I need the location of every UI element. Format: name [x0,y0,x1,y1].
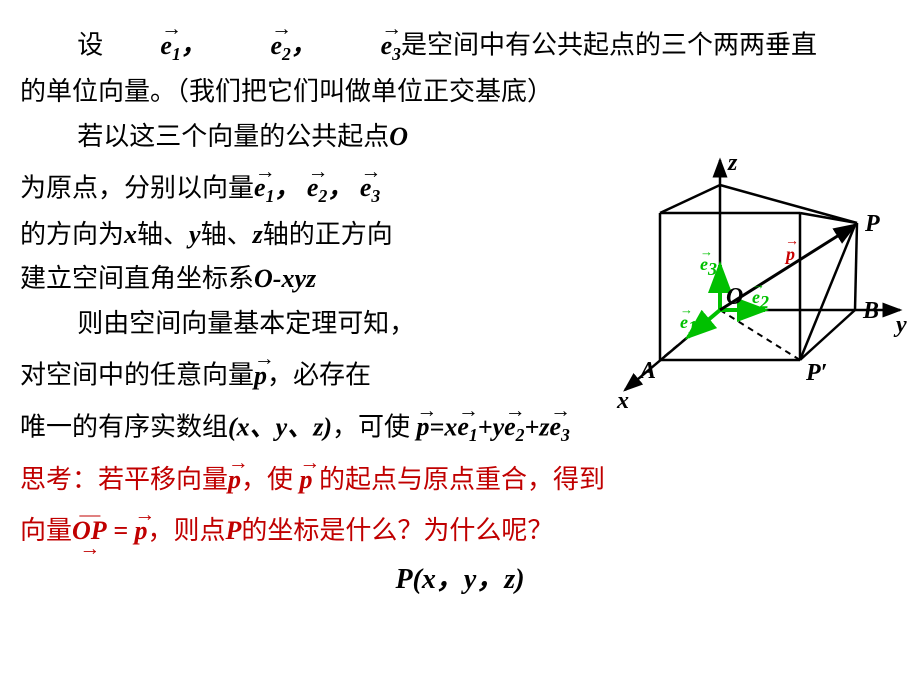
eq-e2: →e2 [504,400,524,451]
eq-p: →p [417,400,430,449]
vec-e3: →e3 [323,18,401,69]
svg-text:1: 1 [688,317,697,337]
svg-text:P: P [864,211,880,237]
comma: ， [291,31,317,60]
vec-e1: →e1 [103,18,181,69]
para-4: 为原点，分别以向量→e1， →e2， →e3 [20,161,550,212]
comma: ， [181,31,207,60]
svg-text:A: A [638,358,656,384]
para-6: 建立空间直角坐标系O-xyz [20,258,550,301]
svg-text:z: z [727,150,738,176]
svg-text:B: B [862,298,879,324]
think-vec-p3: →p [135,504,148,553]
vec-e2-b: →e2 [307,161,327,212]
para-5: 的方向为x轴、y轴、z轴的正方向 [20,214,550,257]
vec-e1-b: →e1 [254,161,274,212]
svg-text:e: e [752,287,760,307]
svg-text:e: e [700,254,708,274]
svg-text:x: x [616,388,629,414]
svg-text:3: 3 [707,259,717,279]
t-line1a: 设 [77,31,103,60]
svg-text:y: y [893,312,907,338]
vec-e3-b: →e3 [360,161,380,212]
think-2: 向量—→OP = →p，则点P的坐标是什么？为什么呢？ [20,504,900,553]
svg-text:P′: P′ [805,360,827,386]
para-3: 若以这三个向量的公共起点O [20,116,550,159]
vec-OP: —→OP [72,504,107,553]
vec-e2: →e2 [213,18,291,69]
para-7: 则由空间向量基本定理可知， [20,303,550,346]
vec-p: →p [254,348,267,397]
t-line1b: 是空间中有公共起点的三个两两垂直 [401,31,817,60]
coordinate-diagram: zyxOPABP′→e1→e2→e3→p [530,140,910,435]
svg-text:e: e [680,312,688,332]
eq-e1: →e1 [457,400,477,451]
svg-text:O: O [726,284,743,310]
svg-text:p: p [784,244,795,264]
para-2: 的单位向量。（我们把它们叫做单位正交基底） [20,71,900,114]
svg-text:2: 2 [759,292,769,312]
think-vec-p1: →p [228,452,241,501]
para-1: 设→e1， →e2， →e3是空间中有公共起点的三个两两垂直 [20,18,900,69]
para-8: 对空间中的任意向量→p，必存在 [20,348,550,397]
think-vec-p2: →p [300,452,313,501]
think-1: 思考：若平移向量→p，使 →p 的起点与原点重合，得到 [20,452,900,501]
answer: P(x，y，z) [20,557,900,603]
